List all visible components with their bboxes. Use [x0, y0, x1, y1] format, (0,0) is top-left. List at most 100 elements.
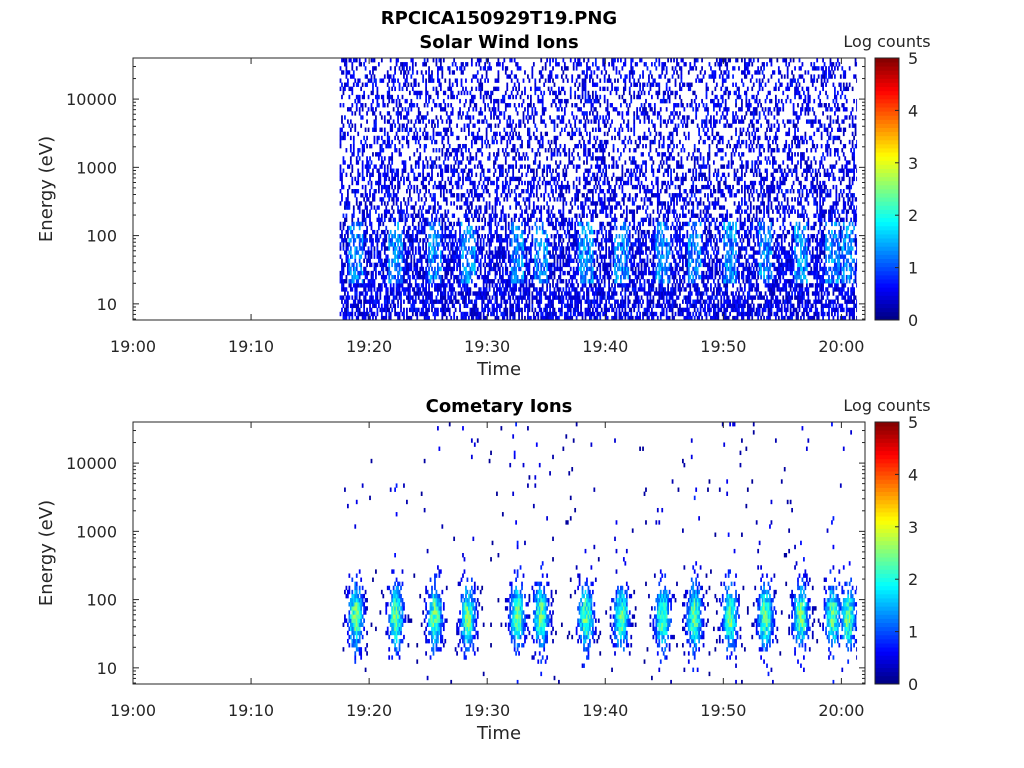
heatmap-cell	[426, 307, 429, 313]
heatmap-cell	[499, 303, 501, 309]
heatmap-cell	[594, 115, 597, 120]
heatmap-cell	[462, 86, 464, 92]
heatmap-cell	[584, 78, 587, 83]
heatmap-cell	[389, 123, 392, 128]
heatmap-cell	[586, 266, 588, 272]
heatmap-cell	[451, 70, 454, 75]
heatmap-cell	[546, 238, 549, 243]
heatmap-cell	[366, 229, 368, 235]
heatmap-cell	[379, 143, 382, 149]
heatmap-cell	[549, 70, 551, 75]
heatmap-cell	[431, 258, 433, 263]
heatmap-cell	[518, 123, 520, 128]
heatmap-cell	[500, 135, 503, 141]
heatmap-cell	[447, 246, 450, 251]
heatmap-cell	[444, 209, 447, 214]
heatmap-cell	[344, 291, 346, 296]
heatmap-cell	[575, 229, 578, 235]
heatmap-cell	[488, 229, 491, 235]
heatmap-cell	[478, 148, 481, 153]
heatmap-cell	[562, 172, 565, 178]
heatmap-cell	[529, 283, 532, 288]
heatmap-cell	[587, 119, 590, 124]
heatmap-cell	[435, 217, 438, 223]
heatmap-cell	[586, 287, 588, 292]
heatmap-cell	[425, 217, 427, 223]
heatmap-cell	[501, 98, 504, 104]
heatmap-cell	[392, 217, 395, 223]
heatmap-cell	[488, 254, 491, 259]
heatmap-cell	[553, 98, 556, 104]
heatmap-cell	[522, 242, 525, 247]
heatmap-cell	[596, 160, 599, 165]
heatmap-cell	[594, 189, 597, 194]
heatmap-cell	[422, 78, 425, 83]
heatmap-cell	[388, 197, 391, 202]
heatmap-cell	[342, 266, 345, 272]
heatmap-cell	[518, 193, 520, 198]
heatmap-cell	[547, 242, 550, 247]
heatmap-cell	[599, 221, 602, 227]
heatmap-cell	[369, 287, 371, 292]
heatmap-cell	[426, 238, 429, 243]
heatmap-cell	[367, 254, 370, 259]
heatmap-cell	[367, 283, 370, 288]
heatmap-cell	[597, 123, 600, 128]
heatmap-cell	[403, 82, 405, 87]
heatmap-cell	[552, 295, 554, 300]
heatmap-cell	[348, 86, 351, 92]
heatmap-cell	[566, 315, 569, 321]
heatmap-cell	[571, 135, 574, 141]
heatmap-cell	[522, 189, 525, 194]
heatmap-cell	[550, 139, 553, 145]
heatmap-cell	[411, 270, 414, 276]
heatmap-cell	[596, 229, 599, 235]
heatmap-cell	[537, 148, 540, 153]
heatmap-cell	[349, 270, 352, 276]
heatmap-cell	[417, 291, 420, 296]
heatmap-cell	[450, 254, 453, 259]
heatmap-cell	[389, 143, 392, 149]
heatmap-cell	[352, 139, 355, 145]
heatmap-cell	[366, 307, 368, 313]
heatmap-cell	[346, 225, 349, 231]
heatmap-cell	[571, 103, 574, 108]
heatmap-cell	[494, 274, 497, 280]
heatmap-cell	[428, 270, 430, 276]
heatmap-cell	[416, 160, 419, 165]
heatmap-cell	[546, 311, 549, 317]
heatmap-cell	[553, 82, 556, 87]
heatmap-cell	[541, 180, 544, 186]
heatmap-cell	[494, 205, 497, 210]
heatmap-cell	[357, 82, 360, 87]
heatmap-cell	[377, 205, 380, 210]
heatmap-cell	[485, 250, 488, 255]
heatmap-cell	[339, 274, 342, 280]
heatmap-cell	[602, 152, 605, 157]
heatmap-cell	[589, 135, 591, 141]
heatmap-cell	[572, 307, 575, 313]
heatmap-cell	[560, 246, 563, 251]
heatmap-cell	[475, 303, 478, 309]
heatmap-cell	[482, 98, 485, 104]
heatmap-cell	[386, 184, 389, 190]
heatmap-cell	[354, 98, 357, 104]
heatmap-cell	[397, 262, 399, 268]
heatmap-cell	[597, 119, 600, 124]
heatmap-cell	[355, 189, 358, 194]
heatmap-cell	[574, 82, 577, 87]
heatmap-cell	[485, 209, 488, 214]
heatmap-cell	[546, 209, 549, 214]
heatmap-cell	[450, 164, 453, 169]
heatmap-cell	[522, 229, 525, 235]
heatmap-cell	[559, 250, 562, 255]
heatmap-cell	[416, 258, 419, 263]
heatmap-cell	[558, 299, 560, 304]
heatmap-cell	[516, 176, 519, 182]
heatmap-cell	[565, 201, 568, 206]
heatmap-cell	[444, 127, 447, 132]
heatmap-cell	[584, 229, 587, 235]
heatmap-cell	[540, 307, 543, 313]
heatmap-cell	[468, 172, 470, 178]
heatmap-cell	[419, 229, 422, 235]
